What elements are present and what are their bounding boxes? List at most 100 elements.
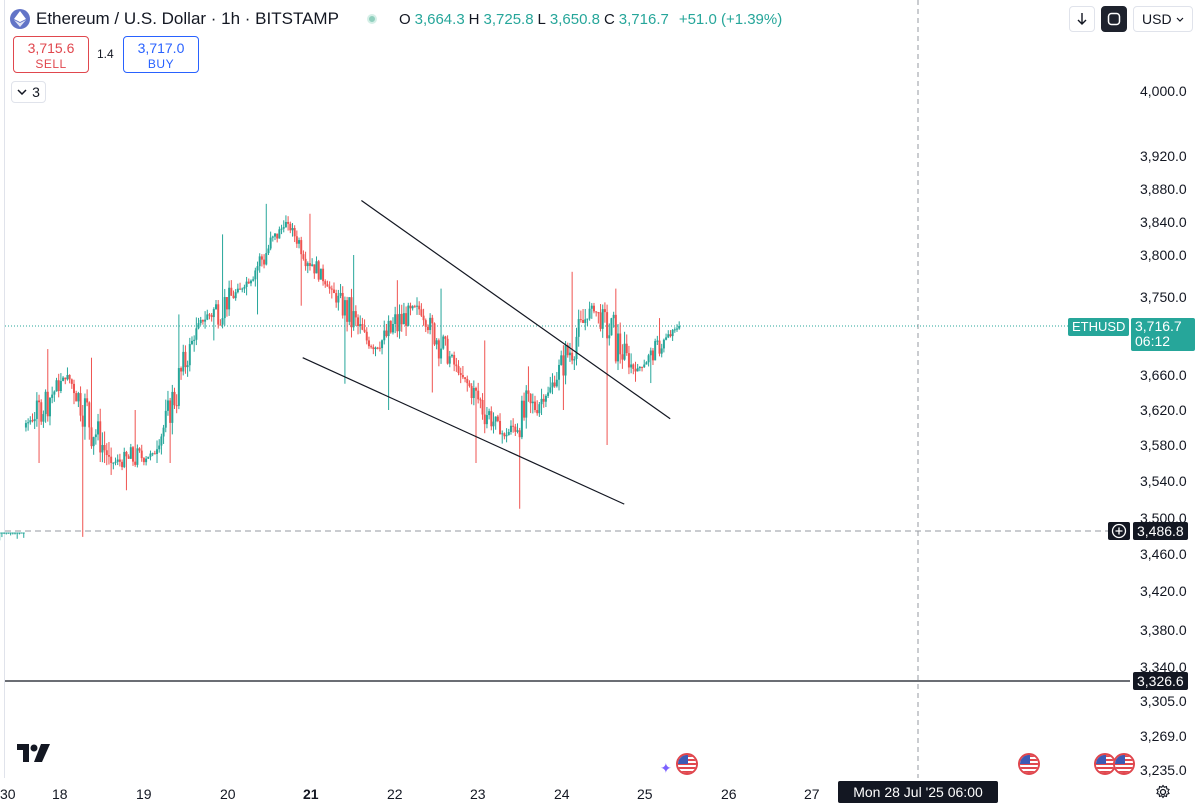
candle[interactable]	[385, 323, 388, 338]
candle[interactable]	[365, 327, 368, 345]
candle[interactable]	[215, 300, 218, 310]
candle[interactable]	[151, 452, 154, 457]
candle[interactable]	[83, 393, 86, 440]
candle[interactable]	[125, 450, 128, 491]
candle[interactable]	[145, 456, 148, 466]
candle[interactable]	[343, 296, 346, 384]
candle[interactable]	[260, 254, 263, 267]
candle[interactable]	[590, 303, 593, 319]
economic-event-sparkle-icon[interactable]: ✦	[660, 760, 672, 776]
candle[interactable]	[31, 413, 34, 423]
candle[interactable]	[424, 318, 427, 333]
candle[interactable]	[470, 383, 473, 405]
candle[interactable]	[70, 378, 73, 389]
candle[interactable]	[190, 336, 193, 346]
candle[interactable]	[367, 336, 370, 349]
candle[interactable]	[97, 413, 100, 441]
candle[interactable]	[308, 213, 311, 271]
candle[interactable]	[230, 280, 233, 296]
candle[interactable]	[641, 366, 644, 372]
candle[interactable]	[440, 288, 443, 364]
candle[interactable]	[249, 279, 252, 287]
candle[interactable]	[426, 324, 429, 334]
candle[interactable]	[662, 338, 665, 353]
candle[interactable]	[304, 251, 307, 271]
candle[interactable]	[359, 315, 362, 334]
candle[interactable]	[90, 357, 93, 449]
candle[interactable]	[302, 250, 305, 261]
settings-icon[interactable]	[1155, 784, 1171, 805]
candle[interactable]	[595, 311, 598, 317]
candle[interactable]	[477, 382, 480, 404]
candle[interactable]	[46, 349, 49, 422]
candle[interactable]	[184, 345, 187, 374]
candle[interactable]	[68, 374, 71, 384]
indicators-collapse-button[interactable]: 3	[11, 81, 46, 103]
candle[interactable]	[228, 280, 231, 316]
sell-button[interactable]: 3,715.6 SELL	[13, 36, 89, 73]
candle[interactable]	[199, 316, 202, 326]
us-event-flag-icon[interactable]	[676, 753, 698, 775]
candle[interactable]	[614, 288, 617, 364]
candle[interactable]	[457, 360, 460, 376]
candle[interactable]	[330, 285, 333, 299]
candle[interactable]	[411, 305, 414, 311]
candle[interactable]	[245, 276, 248, 296]
candle[interactable]	[140, 444, 143, 462]
candle[interactable]	[169, 397, 172, 463]
candle[interactable]	[35, 392, 38, 427]
candle[interactable]	[501, 430, 504, 444]
candle[interactable]	[16, 532, 19, 539]
candle[interactable]	[621, 344, 624, 369]
candle[interactable]	[265, 203, 268, 266]
candle[interactable]	[92, 436, 95, 455]
candle[interactable]	[431, 314, 434, 393]
candle[interactable]	[665, 333, 668, 341]
candle[interactable]	[221, 234, 224, 329]
candle[interactable]	[389, 320, 392, 334]
candle[interactable]	[523, 392, 526, 421]
candle[interactable]	[654, 338, 657, 361]
candle[interactable]	[638, 366, 641, 372]
candle[interactable]	[295, 230, 298, 248]
candle[interactable]	[66, 367, 69, 381]
candle[interactable]	[573, 356, 576, 371]
candle[interactable]	[634, 361, 637, 382]
candle[interactable]	[422, 308, 425, 326]
candle[interactable]	[73, 379, 76, 405]
crosshair-add-button[interactable]	[1108, 522, 1130, 540]
candle[interactable]	[326, 280, 329, 287]
candle[interactable]	[11, 532, 14, 535]
candle[interactable]	[306, 261, 309, 274]
candle[interactable]	[525, 385, 528, 429]
candle[interactable]	[180, 366, 183, 380]
candle[interactable]	[127, 454, 130, 459]
candle[interactable]	[636, 363, 639, 372]
channel-upper-trendline[interactable]	[361, 200, 671, 420]
candle[interactable]	[38, 394, 41, 463]
candle[interactable]	[505, 428, 508, 443]
download-button[interactable]	[1069, 6, 1095, 32]
candle[interactable]	[420, 303, 423, 317]
candle[interactable]	[252, 276, 255, 282]
candle[interactable]	[274, 233, 277, 241]
candle[interactable]	[678, 321, 681, 330]
candle[interactable]	[114, 457, 117, 466]
candle[interactable]	[99, 408, 102, 462]
candle[interactable]	[647, 353, 650, 367]
candle[interactable]	[5, 532, 8, 535]
candle[interactable]	[588, 301, 591, 321]
candle[interactable]	[396, 280, 399, 338]
candle[interactable]	[507, 428, 510, 436]
candle[interactable]	[656, 335, 659, 345]
candle[interactable]	[509, 420, 512, 435]
candle[interactable]	[645, 361, 648, 365]
candle[interactable]	[407, 302, 410, 327]
candle[interactable]	[201, 319, 204, 325]
candle[interactable]	[597, 311, 600, 324]
candle[interactable]	[435, 338, 438, 350]
candle[interactable]	[472, 380, 475, 406]
candle[interactable]	[64, 377, 67, 385]
candle[interactable]	[608, 323, 611, 346]
candle[interactable]	[311, 258, 314, 267]
